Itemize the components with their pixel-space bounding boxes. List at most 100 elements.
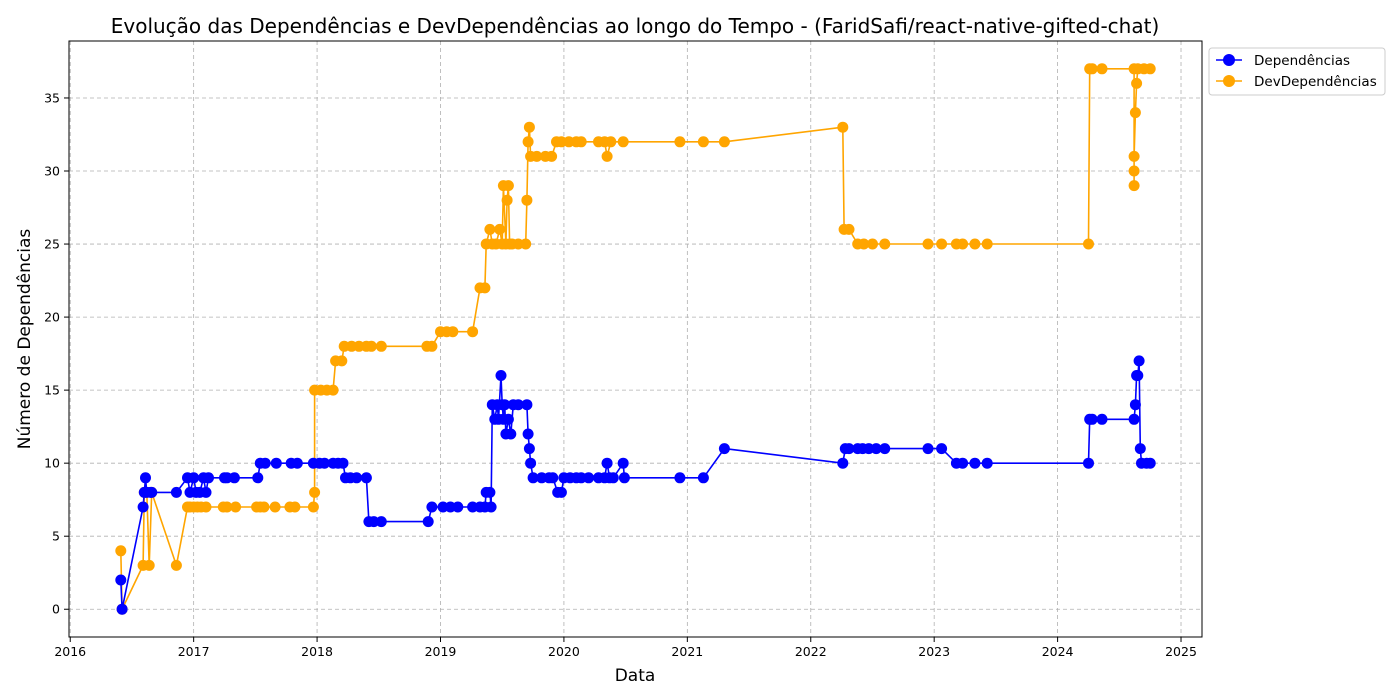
x-tick-label: 2019 (425, 644, 457, 659)
data-point-dependencias (617, 457, 629, 469)
data-point-devdependencias (697, 136, 709, 148)
data-point-devdependencias (230, 501, 242, 513)
data-point-dependencias (228, 472, 240, 484)
data-point-dependencias (140, 472, 151, 484)
y-tick-label: 10 (44, 456, 60, 471)
data-point-dependencias (422, 516, 434, 528)
data-point-devdependencias (1083, 238, 1094, 250)
data-point-dependencias (319, 457, 330, 469)
data-point-devdependencias (523, 121, 535, 133)
legend-marker-devdependencias (1223, 75, 1235, 87)
y-tick-label: 15 (44, 383, 60, 398)
x-tick-label: 2017 (178, 644, 210, 659)
data-point-devdependencias (502, 180, 514, 192)
data-point-devdependencias (601, 150, 613, 162)
data-point-dependencias (525, 457, 537, 469)
data-point-dependencias (583, 472, 595, 484)
data-point-dependencias (957, 457, 969, 469)
y-tick-label: 0 (52, 602, 60, 617)
data-point-dependencias (547, 472, 559, 484)
data-point-dependencias (981, 457, 993, 469)
data-point-dependencias (499, 399, 511, 411)
data-point-dependencias (115, 574, 127, 586)
data-point-dependencias (1096, 413, 1108, 425)
data-point-dependencias (137, 501, 149, 513)
data-point-devdependencias (1086, 63, 1098, 75)
data-point-dependencias (375, 516, 387, 528)
data-point-dependencias (1128, 413, 1140, 425)
data-point-dependencias (1132, 370, 1144, 381)
legend-label-devdependencias: DevDependências (1254, 74, 1377, 90)
data-point-dependencias (1086, 413, 1098, 425)
data-point-devdependencias (674, 136, 686, 148)
data-point-devdependencias (957, 238, 969, 250)
y-tick-label: 25 (44, 237, 60, 252)
x-axis-label: Data (615, 666, 656, 686)
data-point-devdependencias (200, 501, 212, 513)
y-tick-label: 20 (44, 310, 60, 325)
series-dependencias (115, 355, 1156, 615)
data-point-devdependencias (289, 501, 301, 513)
data-point-devdependencias (718, 136, 730, 148)
data-point-devdependencias (143, 559, 155, 571)
data-point-devdependencias (837, 121, 849, 133)
data-point-devdependencias (936, 238, 948, 250)
x-tick-label: 2018 (301, 644, 333, 659)
legend: Dependências DevDependências (1208, 47, 1386, 96)
data-point-devdependencias (501, 194, 513, 206)
data-point-devdependencias (375, 340, 387, 352)
series-devdependencias (115, 63, 1156, 615)
x-tick-label: 2022 (795, 644, 827, 659)
data-point-dependencias (521, 399, 533, 411)
data-point-devdependencias (867, 238, 878, 250)
data-point-dependencias (607, 472, 619, 484)
data-point-devdependencias (115, 545, 127, 557)
data-point-devdependencias (221, 501, 233, 513)
data-point-dependencias (188, 472, 200, 484)
data-point-devdependencias (170, 559, 182, 571)
data-point-dependencias (170, 486, 182, 498)
data-point-devdependencias (307, 501, 319, 513)
data-point-devdependencias (479, 282, 491, 294)
data-point-dependencias (1083, 457, 1094, 469)
data-point-dependencias (270, 457, 282, 469)
data-point-dependencias (426, 501, 438, 513)
x-tick-label: 2016 (54, 644, 86, 659)
data-point-devdependencias (327, 384, 339, 396)
data-point-dependencias (1133, 355, 1145, 367)
data-point-dependencias (718, 443, 730, 455)
data-point-devdependencias (447, 326, 459, 338)
data-point-dependencias (484, 486, 496, 498)
y-tick-label: 30 (44, 164, 60, 179)
data-point-dependencias (527, 472, 539, 484)
data-point-dependencias (495, 370, 507, 381)
data-point-devdependencias (1131, 77, 1143, 89)
legend-marker-dependencias (1223, 54, 1235, 66)
data-point-dependencias (922, 443, 934, 455)
series-line-devdependencias (120, 68, 1151, 611)
data-point-devdependencias (531, 150, 543, 162)
data-point-dependencias (523, 443, 535, 455)
data-point-dependencias (502, 413, 514, 425)
data-point-dependencias (837, 457, 849, 469)
data-point-dependencias (116, 603, 128, 615)
data-point-dependencias (936, 443, 948, 455)
data-point-devdependencias (879, 238, 891, 250)
data-point-devdependencias (426, 340, 438, 352)
data-point-dependencias (969, 457, 981, 469)
data-point-dependencias (337, 457, 349, 469)
x-tick-label: 2024 (1042, 644, 1074, 659)
data-point-devdependencias (1128, 165, 1140, 177)
data-point-devdependencias (546, 150, 558, 162)
data-point-devdependencias (1129, 107, 1141, 119)
data-point-devdependencias (969, 238, 981, 250)
y-axis-label: Número de Dependências (15, 229, 35, 450)
data-point-devdependencias (309, 486, 321, 498)
data-point-dependencias (505, 428, 517, 440)
data-point-devdependencias (981, 238, 993, 250)
data-point-dependencias (601, 457, 613, 469)
x-tick-label: 2020 (548, 644, 580, 659)
data-point-dependencias (203, 472, 214, 484)
legend-label-dependencias: Dependências (1254, 53, 1350, 69)
legend-box (1208, 47, 1386, 96)
